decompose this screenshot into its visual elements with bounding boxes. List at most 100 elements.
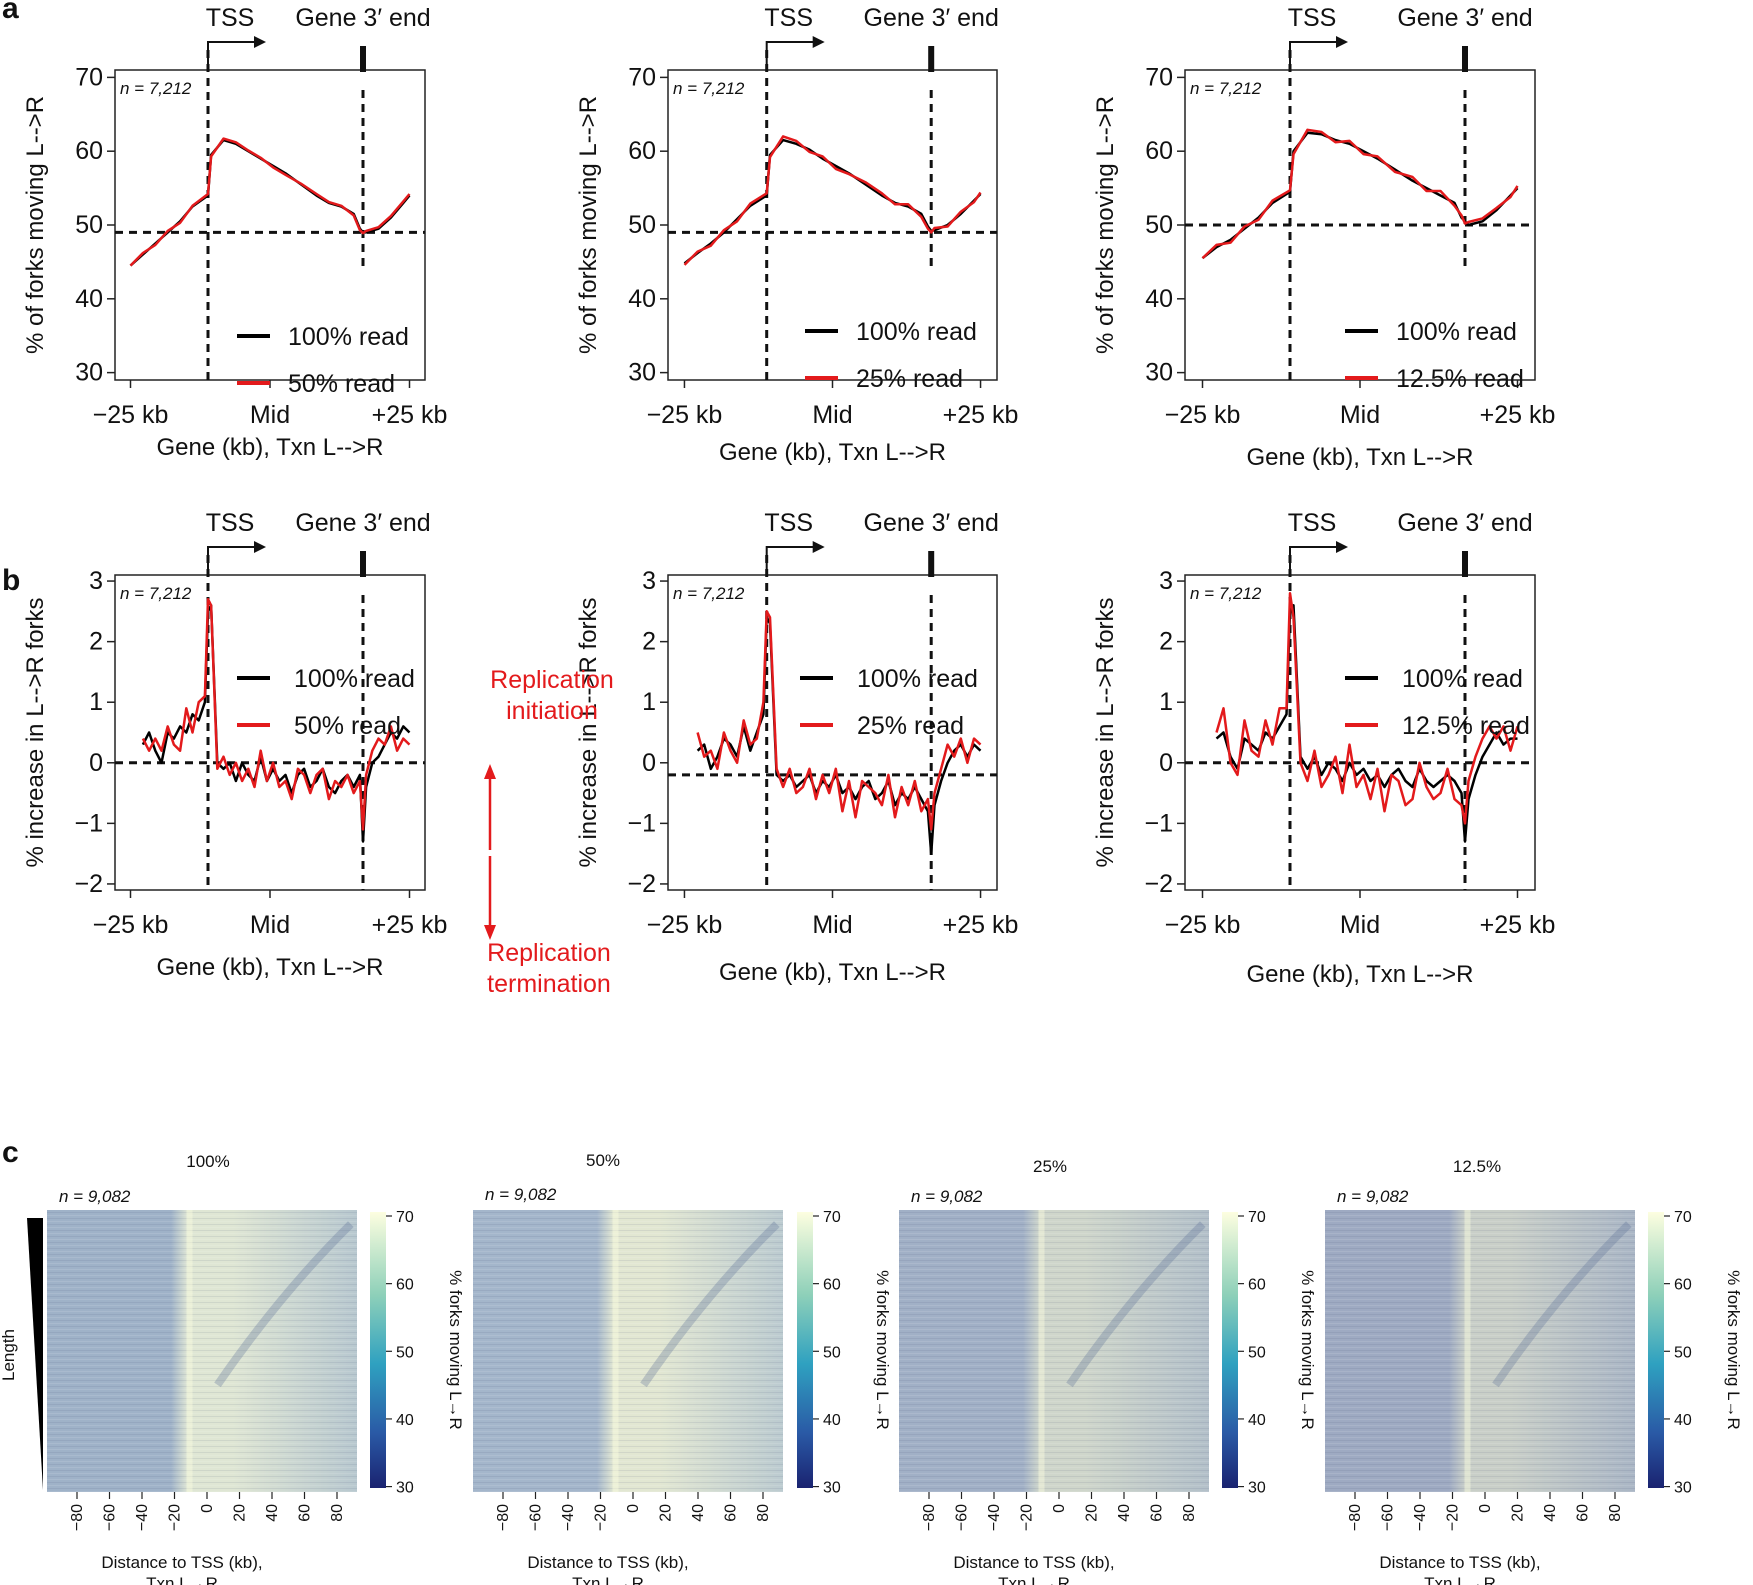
b1-gene-end-label: Gene 3′ end [295,509,430,537]
a1-tss-arrowhead-icon [254,36,266,48]
heatmap-n-label: n = 9,082 [485,1185,557,1204]
heatmap-gene-end-trace [214,1221,354,1388]
heatmap-title: 12.5% [1453,1157,1501,1176]
a2-ytick-label: 30 [628,359,656,387]
a1-n-label: n = 7,212 [120,79,192,98]
heatmap-xtick-label: 20 [1510,1504,1527,1522]
heatmap-panel-2: 50% n = 9,082 −80 −60 −40 −20 0 20 40 60 80 Distanc… [473,1151,892,1585]
b3-xtick-label: +25 kb [1480,911,1556,939]
heatmap-panel-3: 25% n = 9,082 −80 −60 −40 −20 0 20 40 60 80 Distanc… [899,1157,1317,1585]
colorbar-tick-label: 30 [1248,1480,1266,1497]
heatmap-n-label: n = 9,082 [1337,1187,1409,1206]
heatmap-texture [899,1210,1209,1492]
a2-gene-end-mark [928,46,935,72]
heatmap-xtick-label: 20 [232,1504,249,1522]
a1-series-full-line [129,138,411,267]
heatmap-xtick-label: 60 [297,1504,314,1522]
a2-tss-label: TSS [764,4,813,32]
a1-gene-end-label: Gene 3′ end [295,4,430,32]
heatmap-tss-column [612,1210,619,1492]
b1-gene-end-mark [360,551,366,577]
b1-ytick-label: −1 [74,809,103,837]
b1-xtick-label: +25 kb [372,911,448,939]
a2-xtick-label: +25 kb [943,401,1019,429]
heatmap-xtick-label: 20 [658,1504,675,1522]
heatmap-gene-end-trace [640,1221,780,1388]
b2-legend-label: 25% read [857,712,964,740]
a3-xtick-label: +25 kb [1480,401,1556,429]
a1-tss-arrow [207,41,258,69]
a3-series-sub-line [1201,128,1519,260]
colorbar [370,1212,386,1488]
b1-legend-label: 100% read [294,665,415,693]
a3-ylabel: % of forks moving L-->R [1092,96,1119,354]
a1-ylabel: % of forks moving L-->R [22,96,49,354]
heatmap-xtick-label: −20 [1019,1504,1036,1531]
length-label: Length [0,1329,18,1381]
a2-tss-arrow [765,41,817,69]
a2-xtick-label: −25 kb [647,401,723,429]
b3-ylabel: % increase in L-->R forks [1092,597,1119,867]
colorbar-label: % forks moving L→R [873,1270,892,1430]
heatmap-xtick-label: −20 [167,1504,184,1531]
b2-ytick-label: −2 [627,870,656,898]
colorbar-tick-label: 40 [396,1412,414,1429]
heatmap-xlabel-line2: Txn L→R [572,1574,644,1585]
heatmap-title: 25% [1033,1157,1067,1176]
heatmap-xtick-label: 20 [1084,1504,1101,1522]
a3-tss-label: TSS [1288,4,1337,32]
a1-series-sub-line [129,137,411,267]
b3-ytick-label: −2 [1144,870,1173,898]
heatmap-xlabel-line1: Distance to TSS (kb), [527,1553,688,1572]
chart-b2: −2 −1 0 1 2 3 % increase in L-->R forks −25 kb M… [575,509,1018,986]
colorbar-tick-label: 50 [823,1344,841,1361]
a1-ytick-label: 70 [75,63,103,91]
down-arrow-icon [484,925,496,940]
b1-xtick-label: Mid [250,911,290,939]
a2-xlabel: Gene (kb), Txn L-->R [719,439,946,466]
colorbar-tick-label: 50 [1674,1344,1692,1361]
b2-ytick-label: −1 [627,809,656,837]
b2-ytick-label: 0 [642,749,656,777]
heatmap-xtick-label: 60 [723,1504,740,1522]
colorbar-tick-label: 70 [823,1209,841,1226]
heatmap-texture [473,1210,783,1492]
heatmap-xlabel-line2: Txn L→R [1424,1574,1496,1585]
b2-n-label: n = 7,212 [673,584,745,603]
termination-label-line1: Replication [487,939,611,967]
heatmap-tss-column [1038,1210,1045,1492]
chart-a2: 30 40 50 60 70 % of forks moving L-->R −25 kb M… [575,4,1018,466]
heatmaps: 100% n = 9,082 −80 −60 −40 −20 0 20 40 60 80 Distan… [47,1151,1743,1585]
heatmap-xlabel-line2: Txn L→R [998,1574,1070,1585]
colorbar-tick-label: 50 [1248,1344,1266,1361]
b3-xtick-label: −25 kb [1165,911,1241,939]
b1-legend-label: 50% read [294,712,401,740]
colorbar-label: % forks moving L→R [1724,1270,1743,1430]
b2-tss-label: TSS [764,509,813,537]
heatmap-xtick-label: 80 [755,1504,772,1522]
colorbar-tick-label: 30 [396,1480,414,1497]
b3-tss-label: TSS [1288,509,1337,537]
heatmap-xtick-label: −20 [1445,1504,1462,1531]
a2-legend-label: 100% read [856,318,977,346]
colorbar [1222,1212,1238,1488]
heatmap-xtick-label: −80 [69,1504,86,1531]
heatmap-panel-4: 12.5% n = 9,082 −80 −60 −40 −20 0 20 40 60 80 Dista… [1325,1157,1743,1585]
a1-xtick-label: Mid [250,401,290,429]
b1-tss-label: TSS [206,509,255,537]
b2-ytick-label: 3 [642,567,656,595]
b2-tss-arrowhead-icon [812,541,825,553]
heatmap-xlabel-line1: Distance to TSS (kb), [1379,1553,1540,1572]
colorbar [797,1212,813,1488]
a3-ytick-label: 70 [1145,63,1173,91]
length-indicator: Length [0,1218,43,1490]
a3-n-label: n = 7,212 [1190,79,1262,98]
heatmap-xtick-label: −60 [102,1504,119,1531]
colorbar [1648,1212,1664,1488]
heatmap-xtick-label: 0 [199,1504,216,1513]
heatmap-xtick-label: 40 [690,1504,707,1522]
a3-ytick-label: 60 [1145,137,1173,165]
termination-label-line2: termination [487,970,611,998]
b3-ytick-label: 3 [1159,567,1173,595]
heatmap-xtick-label: −40 [560,1504,577,1531]
